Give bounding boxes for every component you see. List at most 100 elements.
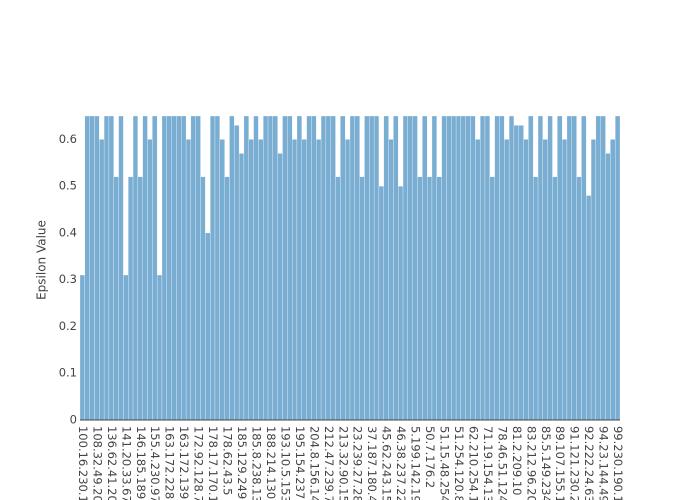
bar [615,115,621,421]
bar [335,176,341,421]
x-tick-label: 71.19.154.13 [481,426,495,500]
x-tick-label: 46.38.237.22 [394,426,408,500]
bar [210,115,216,421]
bar [181,115,187,421]
x-tick-label: 195.154.237. [293,426,307,500]
bar [258,139,264,421]
bar [253,115,259,421]
bar [301,139,307,421]
x-tick-label: 178.62.43.5 [221,426,235,496]
x-tick-label: 141.20.33.67 [119,426,133,500]
bar [518,125,524,421]
bar [200,176,206,421]
x-tick-label: 83.212.96.20 [524,426,538,500]
x-tick-label: 178.17.170.1 [206,426,220,500]
y-tick-label: 0.6 [59,132,77,146]
x-tick-label: 212.47.239.7 [322,426,336,500]
bar [480,115,486,421]
x-tick-label: 85.5.149.234 [539,426,553,500]
bar [152,115,158,421]
bar [94,115,100,421]
bar [156,274,163,421]
x-tick-label: 100.16.230.1 [76,426,90,500]
y-tick-label: 0.4 [59,225,77,239]
bar [272,115,278,421]
bar [349,115,355,421]
x-tick-label: 91.121.230.2 [568,426,582,500]
bar [311,115,317,421]
bar [383,115,389,421]
bar [407,115,413,421]
bar [267,115,274,421]
x-tick-label: 163.172.139. [177,426,191,500]
bar [84,115,90,421]
bar [185,139,192,421]
bar [402,115,409,421]
bar [610,139,616,421]
y-tick-label: 0.2 [59,319,77,333]
bar [441,115,447,421]
bar [306,115,312,421]
bar [460,115,466,421]
bar [238,153,245,421]
bar [605,153,611,421]
bar [320,115,327,421]
bar [533,176,539,421]
bar [137,176,143,421]
bar [263,115,269,421]
bar [118,115,124,421]
bar [291,139,298,421]
bar [171,115,177,421]
bar [287,115,293,421]
bar [412,115,418,421]
x-tick-label: 188.214.130.2 [264,426,278,500]
y-axis-title: Epsilon Value [35,220,49,300]
x-tick-label: 193.10.5.153 [278,426,292,500]
bar [431,115,437,421]
x-tick-label: 89.107.155.1 [553,426,567,500]
x-tick-label: 136.62.41.20 [105,426,119,500]
bar [426,176,433,421]
y-tick-label: 0.1 [59,366,77,380]
bar [523,139,529,421]
bar [561,139,568,421]
x-tick-label: 155.4.230.97 [148,426,162,500]
bar [586,195,592,421]
bar [417,176,423,421]
bar [176,115,182,421]
bar [581,115,587,421]
bar [132,115,139,421]
bar [393,115,399,421]
bar [455,115,462,421]
x-tick-label: 146.185.189. [134,426,148,500]
bar [378,186,384,421]
x-tick-label: 99.230.190.1 [611,426,625,500]
bar [359,176,365,421]
bar [108,115,114,421]
bar [465,115,471,421]
bar [229,115,235,421]
x-tick-label: 213.32.90.15 [336,426,350,500]
bar [537,115,544,421]
bar [422,115,428,421]
x-tick-label: 94.23.144.49 [597,426,611,500]
x-tick-label: 92.222.24.63 [582,426,596,500]
bar [590,139,597,421]
x-tick-label: 45.62.243.15 [380,426,394,500]
bar [296,115,302,421]
bar [128,176,134,421]
x-tick-label: 50.7.176.2 [423,426,437,488]
bar [528,115,534,421]
y-tick-label: 0.5 [59,179,77,193]
bar [219,139,225,421]
bar [330,115,336,421]
bar [243,115,249,421]
x-tick-label: 185.8.238.13 [249,426,263,500]
bar [484,115,490,421]
bar [451,115,457,421]
bar [504,139,510,421]
bar [508,115,515,421]
bar [147,139,153,421]
